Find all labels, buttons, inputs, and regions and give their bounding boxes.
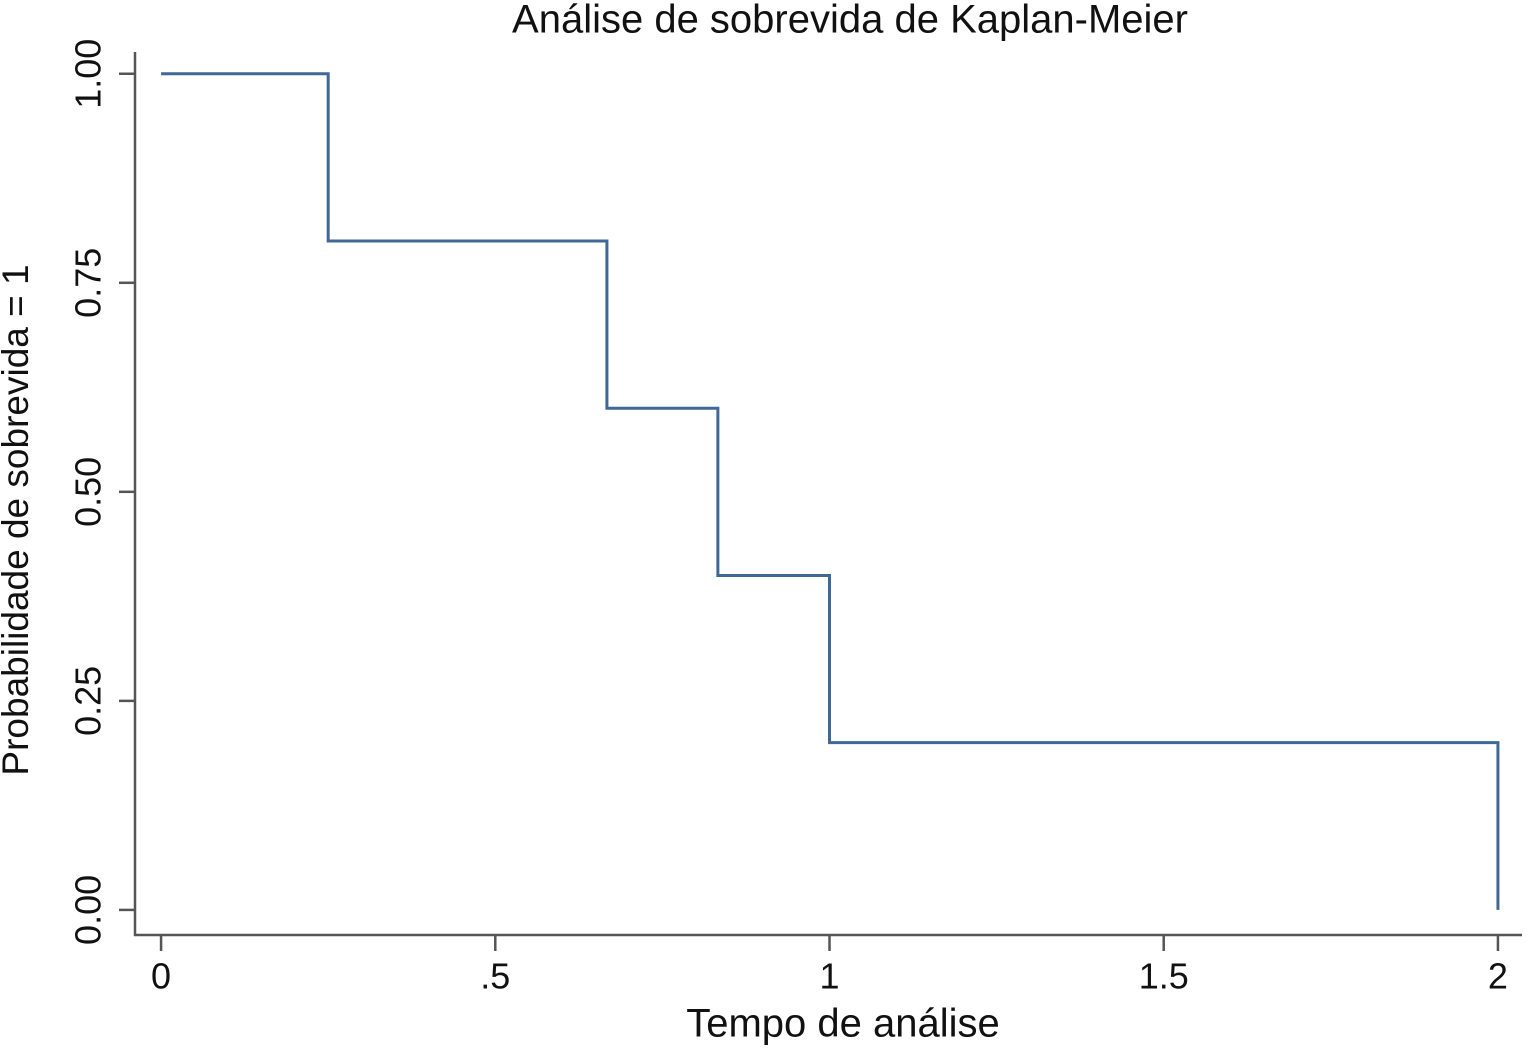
y-axis-title: Probabilidade de sobrevida = 1: [0, 264, 36, 775]
x-tick-label: 1.5: [1139, 956, 1189, 997]
x-tick-label: 1: [819, 956, 839, 997]
x-tick-label: .5: [480, 956, 510, 997]
survival-line: [161, 72, 1500, 910]
x-axis-title: Tempo de análise: [686, 1002, 1000, 1046]
y-tick-label: 0.75: [68, 248, 109, 318]
chart-title: Análise de sobrevida de Kaplan-Meier: [512, 0, 1188, 42]
y-tick-label: 0.00: [68, 875, 109, 945]
x-tick-label: 2: [1488, 956, 1508, 997]
y-tick-label: 0.25: [68, 666, 109, 736]
y-tick-label: 0.50: [68, 457, 109, 527]
y-tick-label: 1.00: [68, 39, 109, 109]
x-tick-label: 0: [151, 956, 171, 997]
